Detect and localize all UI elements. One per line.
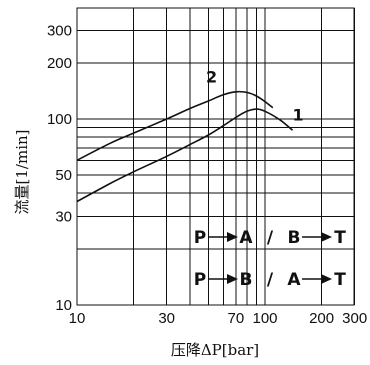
y-axis-label: 流量[1/min] bbox=[13, 130, 31, 215]
x-axis-label: 压降ΔP[bar] bbox=[171, 341, 259, 359]
x-tick-label: 10 bbox=[69, 310, 86, 327]
flow-port-from: P bbox=[194, 228, 206, 248]
grid-lines bbox=[77, 8, 356, 305]
curve-label-2: 2 bbox=[206, 68, 217, 87]
flow-arrow bbox=[208, 232, 238, 242]
curve-label-1: 1 bbox=[293, 106, 304, 125]
flow-label-row: P B / A T bbox=[194, 270, 346, 290]
flow-port-to-2: T bbox=[334, 228, 346, 248]
flow-port-to: A bbox=[239, 228, 253, 248]
x-tick-label: 100 bbox=[252, 310, 277, 327]
flow-port-from: P bbox=[194, 270, 206, 290]
series-line-1 bbox=[76, 108, 294, 203]
flow-separator: / bbox=[267, 270, 274, 290]
y-tick-label: 200 bbox=[47, 55, 72, 72]
plot-frame bbox=[76, 7, 355, 306]
curve-labels: 12 bbox=[206, 68, 304, 125]
y-tick-label: 10 bbox=[55, 297, 72, 314]
flow-port-to-2: T bbox=[334, 270, 346, 290]
series-line-2 bbox=[76, 90, 274, 162]
y-tick-label: 30 bbox=[55, 208, 72, 225]
x-tick-label: 30 bbox=[158, 310, 175, 327]
flow-label-row: P A / B T bbox=[194, 228, 346, 248]
y-tick-label: 50 bbox=[55, 167, 72, 184]
flow-port-from-2: A bbox=[287, 270, 301, 290]
flow-port-to: B bbox=[240, 270, 253, 290]
x-tick-label: 300 bbox=[342, 310, 367, 327]
x-tick-label: 200 bbox=[309, 310, 334, 327]
flow-separator: / bbox=[267, 228, 274, 248]
flow-port-from-2: B bbox=[288, 228, 301, 248]
x-tick-label: 70 bbox=[228, 310, 245, 327]
flow-arrow bbox=[302, 232, 332, 242]
y-tick-label: 100 bbox=[47, 111, 72, 128]
flow-path-labels: P A / B T P B / A T bbox=[194, 228, 346, 290]
data-series bbox=[76, 90, 294, 203]
y-tick-label: 300 bbox=[47, 22, 72, 39]
flow-arrow bbox=[302, 274, 332, 284]
flow-arrow bbox=[208, 274, 238, 284]
tick-labels: 10 30 50 100 200 300 10 30 70 100 200 300 bbox=[47, 22, 367, 327]
